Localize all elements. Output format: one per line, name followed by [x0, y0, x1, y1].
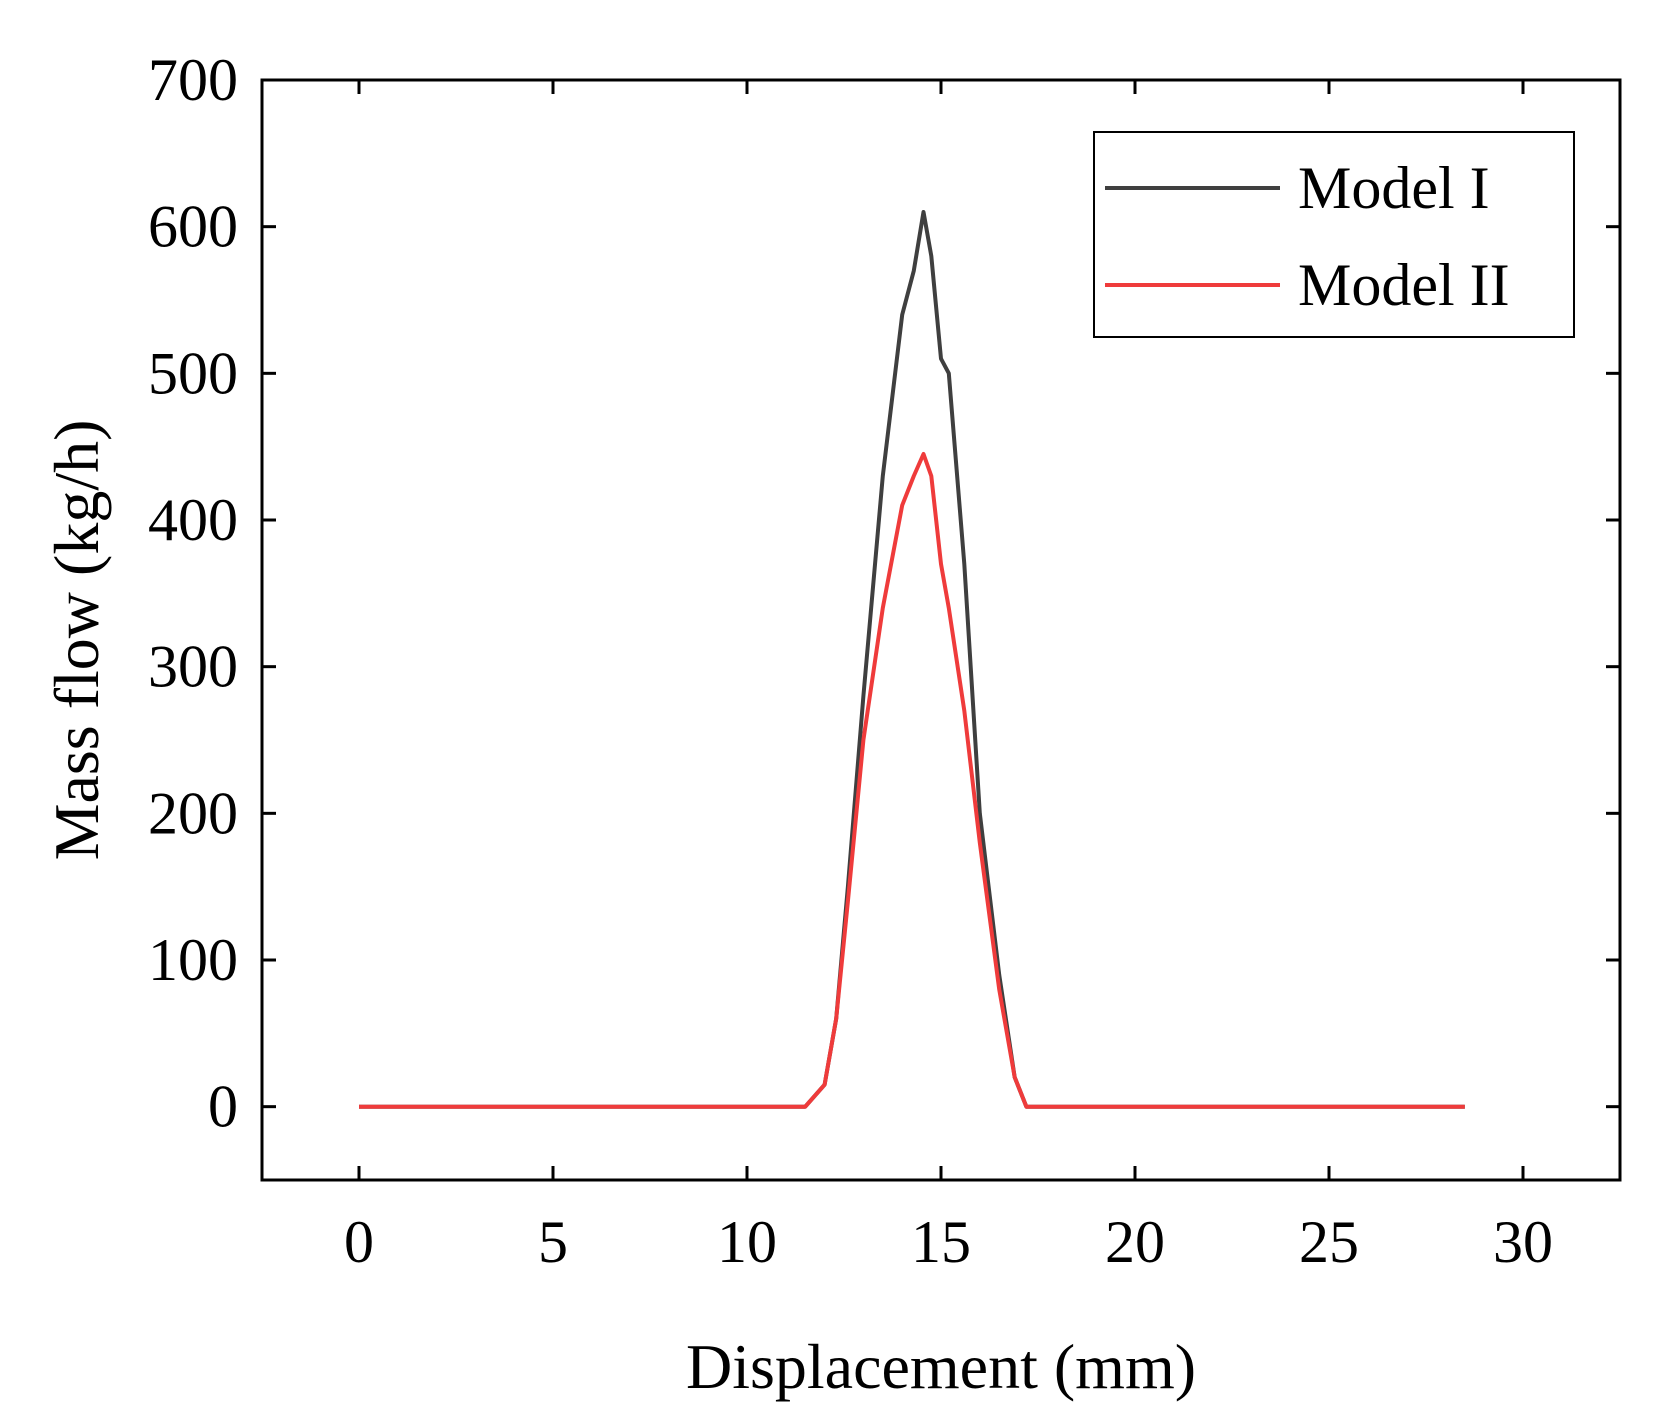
y-tick-label-6: 600: [148, 194, 238, 260]
legend: Model I Model II: [1093, 131, 1575, 338]
x-axis-title: Displacement (mm): [686, 1331, 1196, 1402]
x-tick-label-1: 5: [538, 1209, 568, 1275]
x-tick-labels: 0 5 10 15 20 25 30: [344, 1209, 1553, 1275]
y-tick-label-5: 500: [148, 340, 238, 406]
y-tick-label-3: 300: [148, 634, 238, 700]
x-tick-label-3: 15: [911, 1209, 971, 1275]
series-group: [359, 210, 1465, 1109]
ticks: [262, 78, 1620, 1180]
x-tick-label-5: 25: [1299, 1209, 1359, 1275]
plot-frame: [260, 78, 1622, 1182]
x-tick-label-0: 0: [344, 1209, 374, 1275]
series-line-1: [359, 452, 1465, 1109]
x-tick-label-4: 20: [1105, 1209, 1165, 1275]
y-tick-label-0: 0: [208, 1074, 238, 1140]
y-tick-label-1: 100: [148, 927, 238, 993]
y-tick-labels: 0 100 200 300 400 500 600 700: [148, 47, 238, 1140]
y-axis-title: Mass flow (kg/h): [41, 420, 112, 861]
x-tick-label-6: 30: [1493, 1209, 1553, 1275]
y-tick-label-4: 400: [148, 487, 238, 553]
y-tick-label-2: 200: [148, 780, 238, 846]
y-tick-label-7: 700: [148, 47, 238, 113]
legend-label-model-i: Model I: [1298, 155, 1490, 221]
legend-label-model-ii: Model II: [1298, 252, 1510, 318]
x-tick-label-2: 10: [717, 1209, 777, 1275]
legend-box: [1093, 131, 1575, 338]
